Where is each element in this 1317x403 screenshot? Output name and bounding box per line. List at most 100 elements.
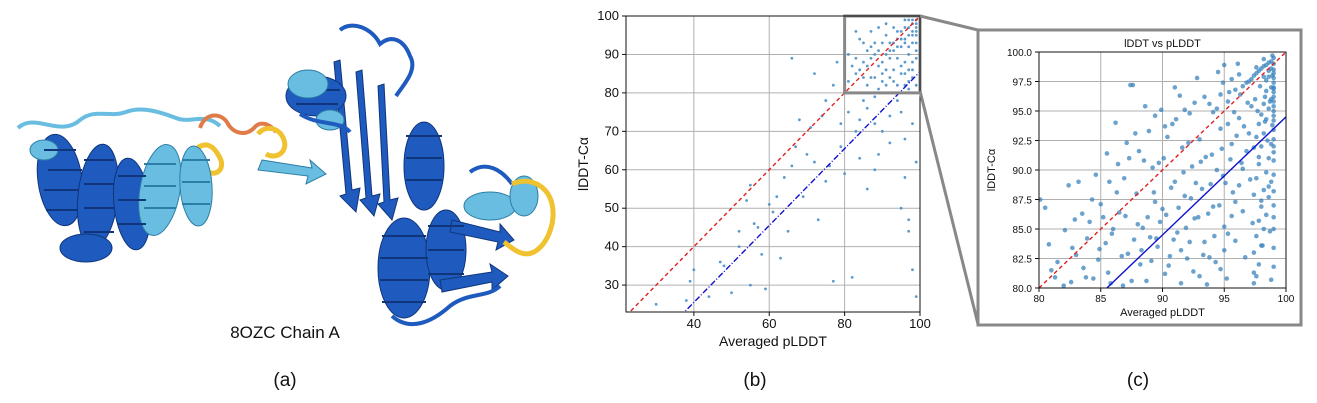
data-point [1149, 258, 1154, 264]
data-point [707, 295, 711, 299]
protein-beta-strand [257, 158, 327, 185]
data-point [1187, 239, 1192, 245]
data-point [914, 41, 918, 45]
data-point [1266, 155, 1272, 161]
y-axis-label: lDDT-Cα [575, 137, 591, 191]
data-point [1251, 280, 1257, 286]
data-point [813, 72, 816, 76]
x-axis-label: Averaged pLDDT [1120, 307, 1205, 319]
data-point [1263, 170, 1269, 175]
data-point [756, 226, 760, 229]
data-point [1145, 214, 1150, 220]
data-point [1217, 203, 1222, 208]
data-point [1113, 120, 1118, 126]
data-point [1242, 255, 1248, 260]
data-point [873, 76, 877, 79]
data-point [1244, 148, 1249, 154]
data-point [1224, 276, 1230, 281]
data-point [907, 53, 911, 56]
data-point [884, 53, 888, 56]
data-point [850, 276, 854, 279]
data-point [1144, 278, 1149, 284]
data-point [903, 18, 907, 22]
data-point [1233, 87, 1238, 93]
data-point [884, 68, 888, 72]
data-point [684, 299, 688, 302]
data-point [1173, 116, 1179, 122]
panel-label-b: (b) [743, 370, 766, 391]
chart-title: lDDT vs pLDDT [1124, 38, 1201, 50]
data-point [1271, 127, 1276, 133]
data-point [1197, 137, 1202, 142]
data-point [1119, 253, 1125, 259]
data-point [1268, 141, 1274, 147]
data-point [782, 176, 786, 179]
data-point [869, 29, 873, 33]
data-point [1125, 251, 1131, 257]
data-point [1210, 109, 1216, 115]
data-point [1229, 76, 1234, 82]
data-point [1218, 92, 1223, 97]
data-point [1218, 126, 1223, 131]
data-point [1196, 214, 1201, 220]
fit-line [683, 71, 920, 312]
data-point [1271, 172, 1276, 178]
data-point [760, 252, 764, 256]
data-point [1266, 194, 1272, 200]
data-point [899, 29, 903, 33]
data-point [1229, 141, 1234, 147]
data-point [1200, 252, 1206, 258]
data-point [801, 195, 805, 199]
data-point [737, 229, 741, 233]
plot-area [1039, 52, 1286, 288]
data-point [914, 22, 918, 26]
data-point [1116, 210, 1122, 215]
x-tick-label: 90 [1157, 294, 1169, 305]
y-tick-label: 60 [605, 162, 619, 177]
data-point [892, 49, 896, 52]
data-point [764, 287, 767, 291]
data-point [914, 33, 918, 37]
plot-frame [1038, 51, 1287, 289]
data-point [718, 260, 722, 264]
data-point [888, 114, 892, 118]
data-point [824, 99, 828, 102]
panel-label-a: (a) [273, 370, 296, 391]
data-point [1165, 134, 1170, 140]
data-point [1107, 179, 1112, 185]
data-point [1256, 154, 1262, 160]
data-point [899, 64, 903, 68]
data-point [1158, 107, 1164, 113]
y-tick-label: 80 [605, 85, 619, 100]
data-point [1066, 183, 1071, 188]
data-point [1271, 118, 1276, 123]
data-point [1192, 216, 1197, 221]
data-point [869, 56, 873, 60]
data-point [1121, 175, 1127, 181]
data-point [1055, 259, 1060, 265]
data-point [1271, 70, 1276, 76]
data-point [1204, 282, 1210, 287]
data-point [1271, 55, 1276, 61]
data-point [1186, 140, 1191, 146]
data-point [1256, 218, 1262, 224]
data-point [1240, 166, 1246, 172]
y-tick-label: 40 [605, 239, 619, 254]
data-point [1181, 170, 1186, 175]
protein-helix-stripes [44, 149, 146, 233]
data-point [1105, 270, 1111, 275]
data-point [907, 45, 911, 49]
x-tick-label: 85 [1095, 294, 1107, 305]
data-point [692, 268, 696, 272]
data-point [805, 152, 809, 156]
protein-coil-left [16, 107, 222, 130]
data-point [869, 76, 873, 79]
data-point [1263, 212, 1269, 218]
data-point [854, 56, 858, 60]
data-point [775, 195, 779, 199]
protein-caption: 8OZC Chain A [230, 323, 340, 342]
data-point [1271, 150, 1276, 155]
data-point [1087, 219, 1092, 225]
data-point [1139, 247, 1144, 253]
data-point [1205, 211, 1211, 216]
